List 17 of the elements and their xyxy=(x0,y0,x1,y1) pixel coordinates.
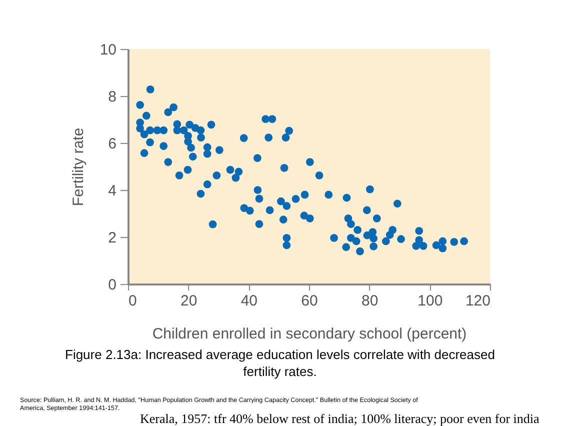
y-tick-label: 4 xyxy=(108,182,116,200)
y-tick-label: 8 xyxy=(108,88,116,106)
x-tick-label: 20 xyxy=(180,292,198,310)
y-tick-label: 6 xyxy=(108,136,116,152)
x-axis-title: Children enrolled in secondary school (percent) xyxy=(152,326,467,342)
y-tick-label: 2 xyxy=(108,230,116,246)
x-tick-label: 80 xyxy=(361,292,378,310)
y-axis-title: Fertility rate xyxy=(70,128,87,206)
x-tick-label: 0 xyxy=(128,292,137,310)
x-tick-label: 120 xyxy=(465,292,490,310)
caption: Figure 2.13a: Increased average education levels correlate with decreased fertility rates. xyxy=(64,346,496,380)
x-tick-label: 60 xyxy=(301,292,318,310)
x-tick-label: 40 xyxy=(240,292,258,310)
text: Kerala, 1957: tfr 40% below rest of india; 100% literacy; poor even for india xyxy=(140,411,540,426)
y-tick-label: 0 xyxy=(108,276,116,294)
y-tick-label: 10 xyxy=(100,42,116,58)
x-tick-label: 100 xyxy=(418,292,443,310)
